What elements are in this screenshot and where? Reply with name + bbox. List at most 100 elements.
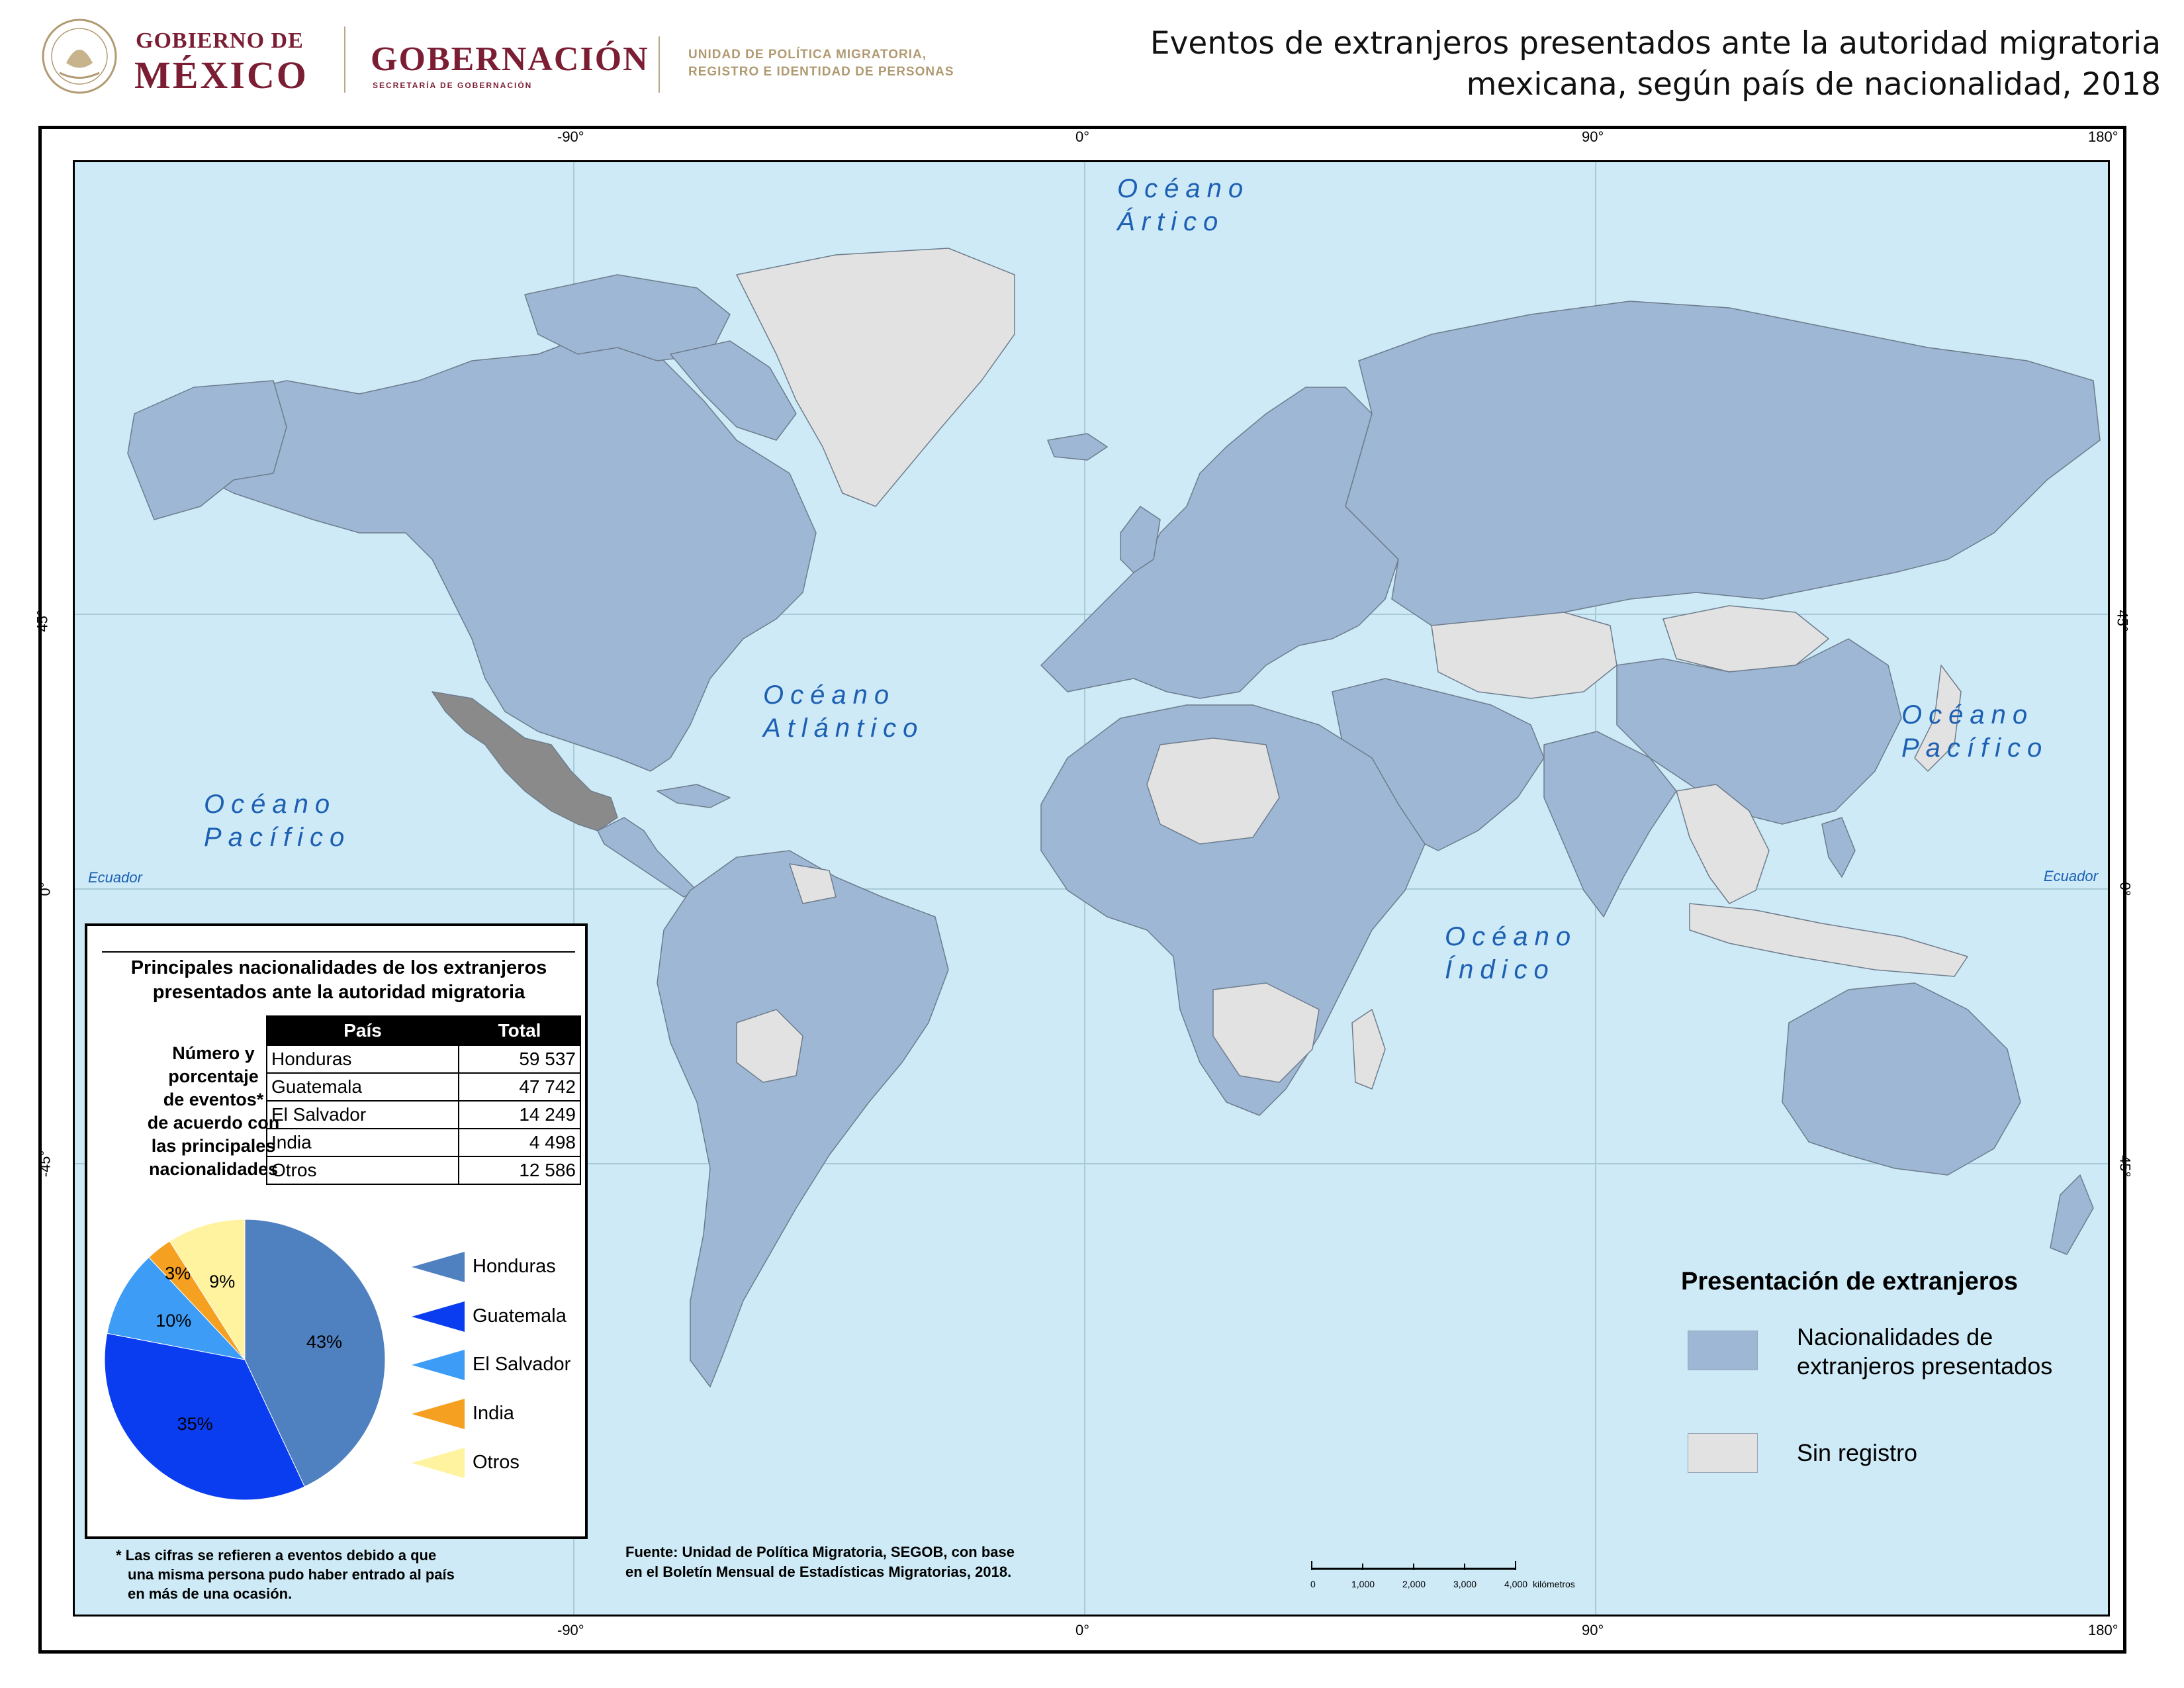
nationalities-panel: Principales nacionalidades de los extran… xyxy=(85,923,588,1539)
india-landmass xyxy=(1543,731,1677,917)
coord-label: -45° xyxy=(2116,1150,2134,1178)
side-label-line: porcentaje xyxy=(168,1066,259,1086)
world-map-canvas xyxy=(75,162,2108,1615)
bolivia-landmass xyxy=(736,1009,803,1083)
total-cell: 14 249 xyxy=(458,1100,581,1129)
china-landmass xyxy=(1616,638,1902,825)
kazakhstan-landmass xyxy=(1431,612,1617,699)
panel-title-line: Principales nacionalidades de los extran… xyxy=(130,957,547,978)
legend-swatch-icon xyxy=(412,1399,465,1429)
caribbean-islands-landmass xyxy=(657,784,731,808)
footnote-line: en más de una ocasión. xyxy=(128,1585,293,1602)
legend-swatch-icon xyxy=(412,1448,465,1478)
coord-label: 90° xyxy=(1582,128,1604,145)
new-zealand-landmass xyxy=(2050,1174,2094,1255)
map-title: Eventos de extranjeros presentados ante … xyxy=(1069,23,2161,105)
panel-rule xyxy=(102,951,575,953)
legend-text-line: extranjeros presentados xyxy=(1797,1352,2053,1380)
philippines-landmass xyxy=(1821,817,1856,878)
indonesia-landmass xyxy=(1689,903,1968,977)
source-line: Fuente: Unidad de Política Migratoria, S… xyxy=(625,1544,1015,1560)
side-label-line: las principales xyxy=(151,1136,276,1156)
total-cell: 59 537 xyxy=(458,1045,581,1074)
country-cell: India xyxy=(265,1128,460,1157)
iceland-landmass xyxy=(1047,433,1108,461)
footnote: * Las cifras se refieren a eventos debid… xyxy=(116,1546,455,1603)
legend-swatch-icon xyxy=(412,1301,465,1332)
baffin-island-landmass xyxy=(670,340,797,441)
secretaria-text: SECRETARÍA DE GOBERNACIÓN xyxy=(373,81,533,90)
ocean-label-line: Océano xyxy=(1117,174,1250,203)
coord-label: 180° xyxy=(2088,128,2118,145)
column-header-total: Total xyxy=(458,1015,581,1046)
coord-label: -90° xyxy=(557,1622,584,1638)
total-cell: 4 498 xyxy=(458,1128,581,1157)
nationalities-table: País Total Honduras 59 537 Guatemala 47 … xyxy=(265,1015,581,1185)
ocean-label-line: Océano xyxy=(1445,922,1578,951)
coord-label: 0° xyxy=(1075,128,1090,145)
country-cell: Honduras xyxy=(265,1045,460,1074)
scale-tick-label: 3,000 xyxy=(1453,1579,1477,1589)
total-cell: 47 742 xyxy=(458,1072,581,1102)
mongolia-landmass xyxy=(1662,605,1829,673)
coord-label: -45° xyxy=(36,1150,54,1178)
table-side-label: Número y porcentaje de eventos* de acuer… xyxy=(93,1042,334,1181)
gobierno-de-text: GOBIERNO DE xyxy=(136,28,304,53)
ocean-label-line: Índico xyxy=(1445,955,1555,984)
scale-tick-label: 1,000 xyxy=(1351,1579,1375,1589)
madagascar-landmass xyxy=(1351,1009,1386,1090)
pie-data-label: 35% xyxy=(177,1414,213,1434)
europe-landmass xyxy=(1040,387,1399,699)
footnote-line: una misma persona pudo haber entrado al … xyxy=(128,1566,455,1583)
pie-slice-otros xyxy=(169,1219,246,1361)
country-cell: Otros xyxy=(265,1156,460,1185)
country-cell: El Salvador xyxy=(265,1100,460,1129)
side-label-line: de acuerdo con xyxy=(147,1113,280,1133)
panel-title-line: presentados ante la autoridad migratoria xyxy=(152,982,525,1003)
legend-text-line: Nacionalidades de xyxy=(1797,1323,1993,1350)
side-label-line: de eventos* xyxy=(163,1090,264,1109)
unidad-line: UNIDAD DE POLÍTICA MIGRATORIA, xyxy=(688,48,927,62)
ocean-label-line: Océano xyxy=(763,680,896,710)
table-row: Guatemala 47 742 xyxy=(265,1072,581,1102)
guyana-region-landmass xyxy=(789,863,837,904)
russia-landmass xyxy=(1345,301,2101,626)
sahara-no-record-landmass xyxy=(1146,737,1280,845)
country-cell: Guatemala xyxy=(265,1072,460,1102)
equator-label: Ecuador xyxy=(2044,868,2098,884)
legend-swatch-icon xyxy=(412,1252,465,1282)
legend-swatch-icon xyxy=(412,1350,465,1380)
coord-label: -90° xyxy=(557,128,584,145)
australia-landmass xyxy=(1782,982,2021,1176)
source-note: Fuente: Unidad de Política Migratoria, S… xyxy=(625,1542,1015,1582)
pie-slice-honduras xyxy=(244,1219,386,1487)
legend-swatch-registered xyxy=(1688,1331,1758,1370)
ocean-label-line: Atlántico xyxy=(763,714,925,743)
uk-landmass xyxy=(1120,506,1161,573)
legend-label: Otros xyxy=(473,1452,520,1473)
header-divider xyxy=(659,36,660,93)
ocean-label-line: Ártico xyxy=(1117,207,1225,236)
pacific-ocean-west-label: Océano Pacífico xyxy=(204,788,351,854)
table-row: India 4 498 xyxy=(265,1128,581,1157)
coord-label: 0° xyxy=(36,882,54,896)
scale-tick-label: 4,000 xyxy=(1504,1579,1527,1589)
pie-slice-el-salvador xyxy=(107,1256,246,1360)
national-seal-icon xyxy=(42,19,117,94)
table-row: El Salvador 14 249 xyxy=(265,1100,581,1129)
equator-label: Ecuador xyxy=(88,869,142,886)
indian-ocean-label: Océano Índico xyxy=(1445,920,1577,986)
legend-text-registered: Nacionalidades de extranjeros presentado… xyxy=(1797,1323,2052,1381)
gobierno-de-mexico-logo: GOBIERNO DE MÉXICO xyxy=(40,17,331,97)
legend-text-no-record: Sin registro xyxy=(1797,1439,1918,1466)
header-divider xyxy=(344,26,345,93)
pie-data-label: 9% xyxy=(209,1272,235,1291)
legend-label: Guatemala xyxy=(473,1305,567,1327)
scale-tick-label: 2,000 xyxy=(1402,1579,1426,1589)
coord-label: 0° xyxy=(2116,882,2134,896)
southern-africa-no-record-landmass xyxy=(1212,982,1320,1083)
scale-bar: 0 1,000 2,000 3,000 4,000 kilómetros xyxy=(1310,1561,1575,1589)
ocean-label-line: Pacífico xyxy=(1901,733,2049,763)
map-frame xyxy=(38,126,2126,1654)
world-map: Océano Ártico Océano Atlántico Océano Pa… xyxy=(73,160,2110,1617)
